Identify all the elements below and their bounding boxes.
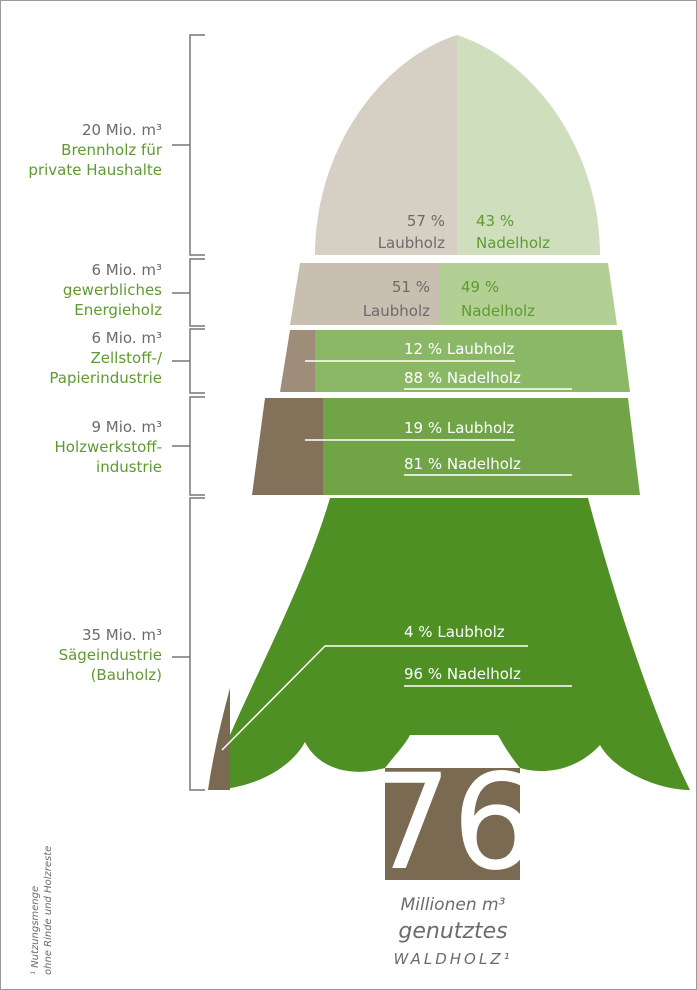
tier-4-hardwood xyxy=(252,398,323,495)
total-unit: Millionen m³ xyxy=(401,895,506,915)
hardwood-share: 51 % xyxy=(392,278,430,296)
trunk-gap xyxy=(385,735,520,768)
bracket xyxy=(172,396,205,496)
use-line: (Bauholz) xyxy=(91,666,162,684)
bracket xyxy=(172,34,205,256)
softwood-share: 88 % Nadelholz xyxy=(404,369,521,387)
tier-4-softwood xyxy=(323,398,640,495)
tier-3-hardwood xyxy=(280,330,315,392)
softwood-share: 49 % xyxy=(461,278,499,296)
footnote-line: ¹ Nutzungsmenge xyxy=(30,886,41,975)
tier-1-hardwood xyxy=(315,35,457,255)
bracket xyxy=(172,497,205,791)
tier-2-softwood xyxy=(440,263,617,325)
softwood-share: 43 % xyxy=(476,212,514,230)
hardwood-share: 19 % Laubholz xyxy=(404,419,514,437)
use-line: Holzwerkstoff- xyxy=(55,438,162,456)
bracket xyxy=(172,328,205,394)
tier-2-hardwood xyxy=(290,263,440,325)
hardwood-share: 12 % Laubholz xyxy=(404,340,514,358)
amount: 6 Mio. m³ xyxy=(92,261,163,279)
hardwood-name: Laubholz xyxy=(378,234,445,252)
use-line: Energieholz xyxy=(74,301,162,319)
use-line: Sägeindustrie xyxy=(59,646,162,664)
tier-5-softwood xyxy=(208,498,690,790)
softwood-name: Nadelholz xyxy=(461,302,535,320)
softwood-name: Nadelholz xyxy=(476,234,550,252)
softwood-share: 96 % Nadelholz xyxy=(404,665,521,683)
use-line: private Haushalte xyxy=(28,161,162,179)
use-line: Zellstoff-/ xyxy=(90,349,162,367)
use-line: Papierindustrie xyxy=(49,369,162,387)
total-number: 76 xyxy=(368,746,536,900)
hardwood-name: Laubholz xyxy=(363,302,430,320)
use-line: gewerbliches xyxy=(63,281,162,299)
use-line: industrie xyxy=(96,458,162,476)
amount: 6 Mio. m³ xyxy=(92,329,163,347)
total-line2: genutztes xyxy=(398,919,507,944)
amount: 35 Mio. m³ xyxy=(82,626,162,644)
amount: 20 Mio. m³ xyxy=(82,121,162,139)
tier-1-softwood xyxy=(457,35,600,255)
hardwood-share: 4 % Laubholz xyxy=(404,623,505,641)
use-line: Brennholz für xyxy=(61,141,163,159)
amount: 9 Mio. m³ xyxy=(92,418,163,436)
softwood-share: 81 % Nadelholz xyxy=(404,455,521,473)
footnote-line: ohne Rinde und Holzreste xyxy=(43,846,54,975)
trunk xyxy=(385,768,520,880)
hardwood-share: 57 % xyxy=(407,212,445,230)
leader-line xyxy=(221,645,528,751)
total-line3: WALDHOLZ¹ xyxy=(394,950,513,968)
footnote: ¹ Nutzungsmenge ohne Rinde und Holzreste xyxy=(30,846,54,975)
tier-5-hardwood xyxy=(208,688,230,790)
bracket xyxy=(172,258,205,327)
